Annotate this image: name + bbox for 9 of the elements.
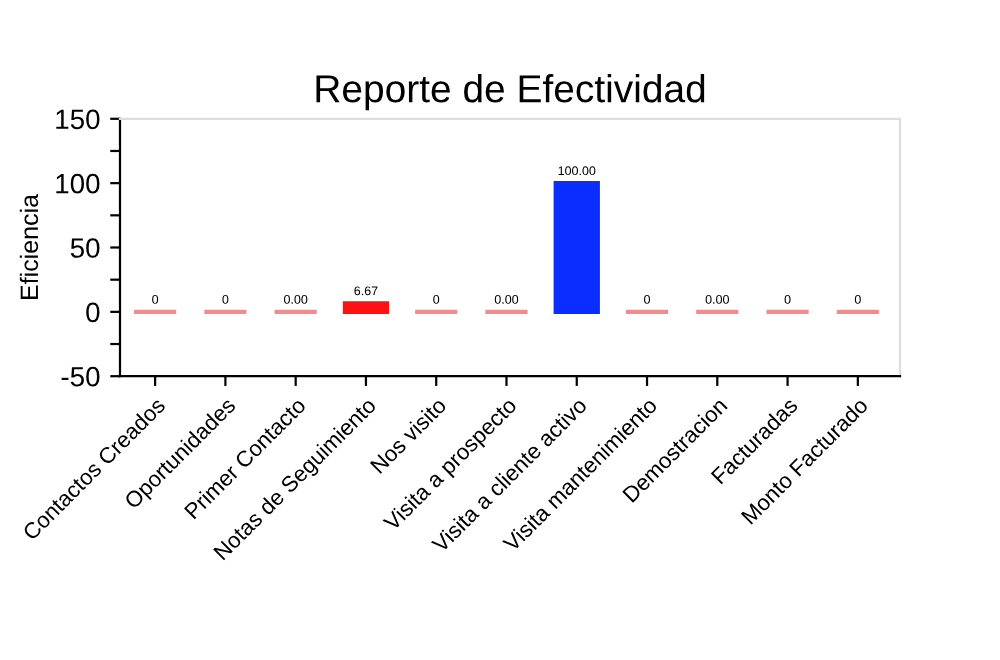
bar xyxy=(553,181,600,314)
y-tick-label: 150 xyxy=(56,109,100,130)
y-tick-label: 100 xyxy=(56,173,100,194)
y-axis-title: Eficiencia xyxy=(19,194,39,299)
chart-title: Reporte de Efectividad xyxy=(316,73,705,111)
y-tick-label: -50 xyxy=(61,366,100,387)
bar xyxy=(342,301,390,314)
y-tick-label: 0 xyxy=(86,302,100,323)
y-tick-label: 50 xyxy=(70,238,100,258)
